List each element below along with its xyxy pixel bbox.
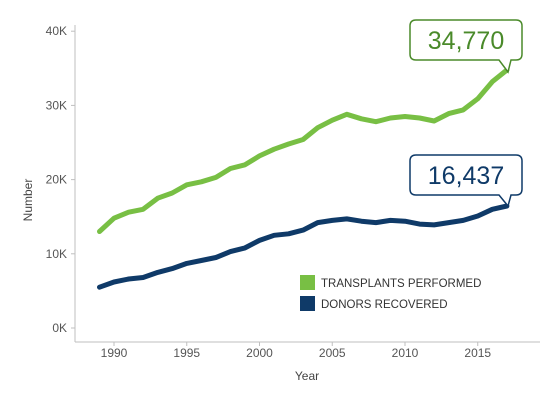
y-tick-label: 0K	[52, 321, 67, 335]
value-callouts: 34,770 16,437	[409, 19, 523, 208]
y-tick-label: 10K	[46, 247, 67, 261]
y-tick-label: 20K	[46, 173, 67, 187]
callout-bubble	[409, 154, 523, 208]
y-tick-label: 40K	[46, 24, 67, 38]
callout-donors: 16,437	[409, 154, 523, 208]
x-tick-label: 2005	[319, 346, 346, 360]
legend: TRANSPLANTS PERFORMED DONORS RECOVERED	[300, 275, 481, 311]
x-tick-label: 2010	[392, 346, 419, 360]
callout-transplants: 34,770	[409, 19, 523, 74]
legend-swatch	[300, 275, 315, 290]
x-axis-label: Year	[295, 369, 319, 383]
x-tick-label: 1995	[173, 346, 200, 360]
x-tick-label: 1990	[101, 346, 128, 360]
legend-item-donors: DONORS RECOVERED	[300, 296, 448, 311]
series-lines	[97, 67, 510, 290]
y-axis-label: Number	[21, 179, 35, 222]
series-line-donors	[97, 203, 510, 290]
x-tick-label: 2015	[464, 346, 491, 360]
axes: 0K 10K 20K 30K 40K 1990 1995 2000 2005 2010 2015 Ye…	[21, 24, 540, 383]
callout-bubble	[409, 19, 523, 74]
y-tick-label: 30K	[46, 98, 67, 112]
series-line-transplants	[97, 67, 510, 234]
callout-value: 34,770	[428, 27, 504, 55]
x-tick-label: 2000	[246, 346, 273, 360]
legend-item-transplants: TRANSPLANTS PERFORMED	[300, 275, 481, 290]
legend-label: TRANSPLANTS PERFORMED	[321, 278, 481, 290]
legend-label: DONORS RECOVERED	[321, 299, 448, 311]
legend-swatch	[300, 296, 315, 311]
callout-value: 16,437	[428, 162, 504, 190]
